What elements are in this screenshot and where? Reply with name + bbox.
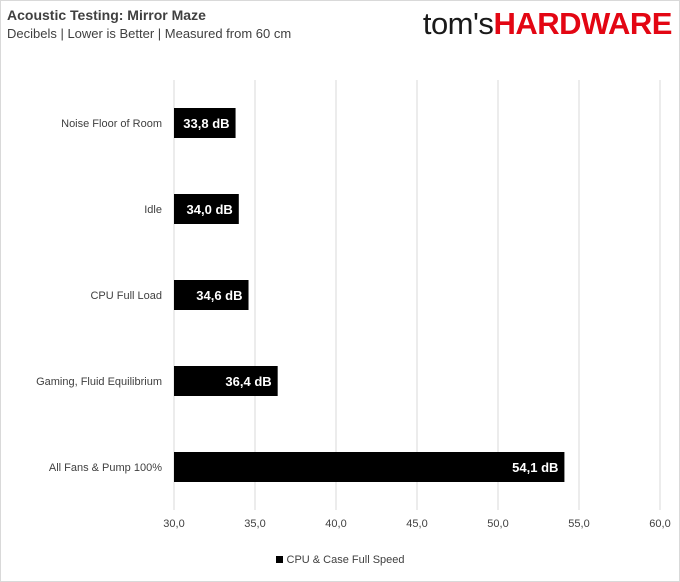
logo: tom'sHARDWARE <box>422 4 673 44</box>
category-label: Noise Floor of Room <box>61 118 162 130</box>
bar <box>174 108 236 138</box>
data-label: 34,0 dB <box>187 202 233 217</box>
logo-part-1: tom's <box>422 6 494 41</box>
x-tick-label: 35,0 <box>244 518 265 530</box>
x-tick-label: 40,0 <box>325 518 346 530</box>
legend: CPU & Case Full Speed <box>0 554 680 566</box>
data-label: 36,4 dB <box>225 374 271 389</box>
data-label: 33,8 dB <box>183 116 229 131</box>
bar <box>174 452 565 482</box>
chart-subtitle: Decibels | Lower is Better | Measured fr… <box>7 26 292 41</box>
bar <box>174 366 278 396</box>
data-label: 34,6 dB <box>196 288 242 303</box>
chart-title: Acoustic Testing: Mirror Maze <box>7 7 206 23</box>
x-tick-label: 30,0 <box>163 518 184 530</box>
bar <box>174 194 239 224</box>
x-tick-label: 50,0 <box>487 518 508 530</box>
x-tick-label: 45,0 <box>406 518 427 530</box>
data-label: 54,1 dB <box>512 460 558 475</box>
legend-swatch <box>275 556 283 563</box>
bar <box>174 280 249 310</box>
logo-part-2: HARDWARE <box>493 6 672 41</box>
x-tick-label: 60,0 <box>649 518 670 530</box>
category-label: Gaming, Fluid Equilibrium <box>36 376 162 388</box>
category-label: Idle <box>144 204 162 216</box>
category-label: All Fans & Pump 100% <box>49 462 162 474</box>
category-label: CPU Full Load <box>90 290 162 302</box>
legend-label: CPU & Case Full Speed <box>286 554 405 566</box>
x-tick-label: 55,0 <box>568 518 589 530</box>
